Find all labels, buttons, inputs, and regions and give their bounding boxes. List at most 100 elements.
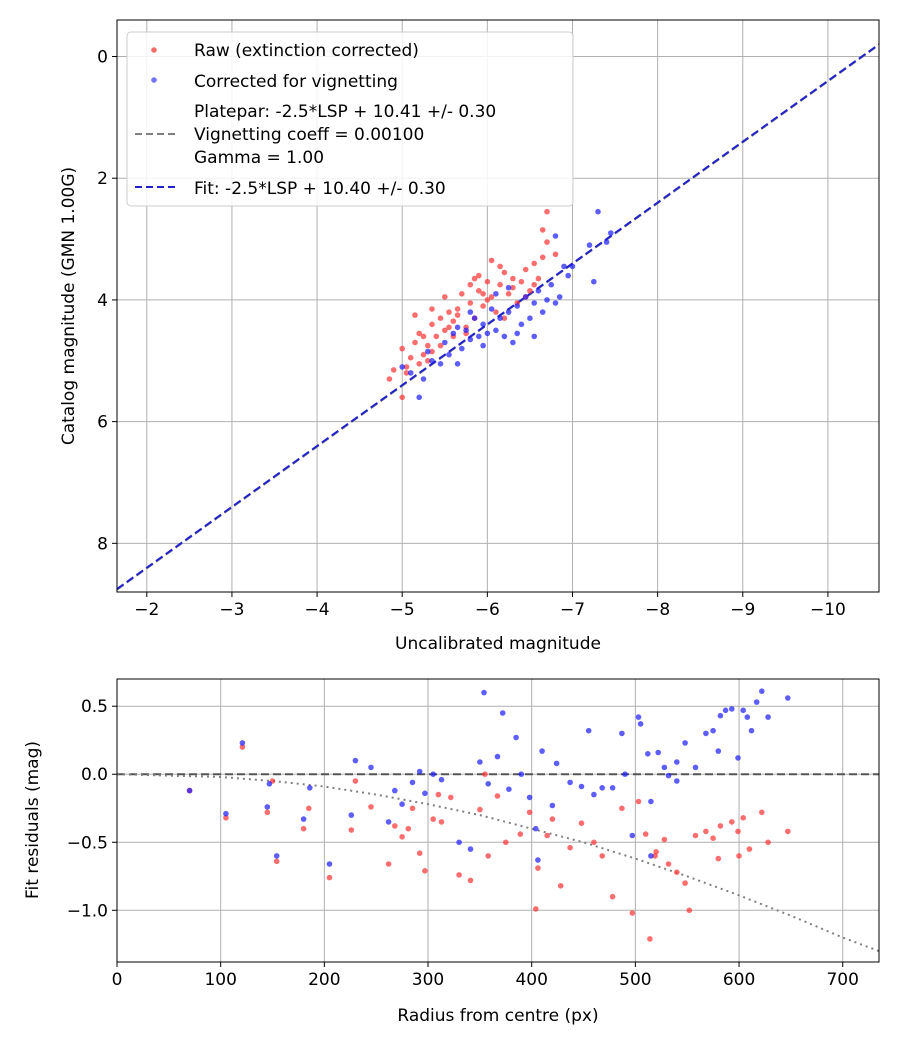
bottom-chart-point-raw bbox=[686, 907, 693, 914]
top-chart-point-corrected-for-vignetting bbox=[476, 333, 482, 340]
top-chart-point-raw-extinction-corrected bbox=[407, 354, 414, 361]
bottom-chart-point-corrected bbox=[273, 853, 280, 859]
legend-raw-marker bbox=[151, 47, 157, 53]
bottom-chart-point-corrected bbox=[385, 819, 392, 825]
legend-platepar-label-1: Platepar: -2.5*LSP + 10.41 +/- 0.30 bbox=[194, 102, 496, 122]
top-chart-point-raw-extinction-corrected bbox=[420, 351, 427, 358]
bottom-chart-point-corrected bbox=[223, 810, 229, 817]
bottom-chart-x-tick-label: 100 bbox=[204, 970, 236, 990]
bottom-chart-point-raw bbox=[717, 823, 724, 829]
bottom-chart-point-raw bbox=[533, 906, 539, 912]
bottom-chart: 0 100 200 300 400 500 600 700 0.5 0.0 −0.5 −1.0 Ra… bbox=[23, 678, 880, 1026]
bottom-chart-point-raw bbox=[385, 861, 392, 867]
bottom-chart-point-corrected bbox=[740, 707, 746, 714]
top-chart-point-corrected-for-vignetting bbox=[454, 361, 461, 367]
bottom-chart-point-corrected bbox=[186, 787, 193, 794]
bottom-chart-point-corrected bbox=[518, 771, 525, 777]
bottom-chart-point-raw bbox=[609, 893, 616, 900]
bottom-chart-point-raw bbox=[239, 744, 246, 750]
top-chart-point-corrected-for-vignetting bbox=[569, 263, 576, 270]
bottom-chart-point-raw bbox=[430, 816, 437, 822]
top-chart-point-corrected-for-vignetting bbox=[425, 348, 431, 355]
bottom-chart-point-corrected bbox=[637, 721, 644, 727]
bottom-chart-point-corrected bbox=[567, 779, 573, 786]
top-chart-point-raw-extinction-corrected bbox=[437, 315, 444, 322]
bottom-chart-point-corrected bbox=[348, 812, 355, 818]
bottom-chart-point-corrected bbox=[722, 707, 729, 714]
top-chart-point-corrected-for-vignetting bbox=[446, 351, 452, 358]
bottom-chart-point-raw bbox=[765, 839, 771, 846]
bottom-chart-point-corrected bbox=[599, 785, 605, 791]
top-chart-point-corrected-for-vignetting bbox=[497, 315, 503, 322]
top-chart-y-ticks: 0 2 4 6 8 bbox=[97, 48, 117, 554]
legend-raw-label: Raw (extinction corrected) bbox=[194, 41, 419, 61]
bottom-chart-point-raw bbox=[599, 853, 605, 859]
bottom-chart-x-tick-label: 400 bbox=[515, 970, 547, 990]
top-chart-point-corrected-for-vignetting bbox=[467, 309, 474, 315]
top-chart-point-raw-extinction-corrected bbox=[429, 306, 435, 312]
bottom-chart-point-raw bbox=[416, 850, 423, 856]
bottom-chart-point-raw bbox=[409, 805, 416, 812]
bottom-chart-point-corrected bbox=[352, 757, 359, 764]
bottom-chart-point-corrected bbox=[692, 764, 699, 771]
top-chart-point-raw-extinction-corrected bbox=[535, 275, 542, 282]
top-chart-y-tick-label: 6 bbox=[97, 413, 108, 433]
top-chart-point-corrected-for-vignetting bbox=[463, 327, 469, 334]
bottom-chart-point-raw bbox=[674, 869, 680, 875]
bottom-chart-point-corrected bbox=[266, 781, 273, 787]
top-chart-point-raw-extinction-corrected bbox=[480, 291, 486, 297]
bottom-chart-point-raw bbox=[435, 791, 442, 798]
bottom-chart-point-raw bbox=[326, 874, 333, 881]
top-chart-point-corrected-for-vignetting bbox=[459, 345, 465, 352]
top-chart-point-raw-extinction-corrected bbox=[442, 294, 448, 300]
top-chart-y-tick-label: 0 bbox=[97, 48, 108, 68]
top-chart-y-tick-label: 4 bbox=[97, 291, 108, 311]
bottom-chart-point-raw bbox=[264, 809, 271, 816]
bottom-chart-point-raw bbox=[729, 819, 735, 825]
top-chart-point-corrected-for-vignetting bbox=[416, 394, 423, 401]
top-chart-x-tick-label: −4 bbox=[305, 600, 330, 620]
bottom-chart-point-corrected bbox=[744, 714, 751, 720]
top-chart-point-raw-extinction-corrected bbox=[480, 303, 486, 309]
bottom-chart-point-raw bbox=[619, 805, 625, 812]
bottom-chart-point-corrected bbox=[578, 783, 585, 790]
top-chart-point-raw-extinction-corrected bbox=[493, 309, 499, 315]
bottom-chart-point-corrected bbox=[264, 804, 271, 810]
top-chart-point-raw-extinction-corrected bbox=[484, 278, 491, 285]
bottom-chart-point-raw bbox=[399, 834, 405, 840]
top-chart-point-raw-extinction-corrected bbox=[450, 318, 457, 325]
bottom-chart-point-raw bbox=[348, 827, 355, 833]
top-chart-point-corrected-for-vignetting bbox=[595, 208, 601, 215]
top-chart-point-raw-extinction-corrected bbox=[390, 367, 397, 373]
bottom-chart-x-tick-label: 200 bbox=[308, 970, 340, 990]
bottom-chart-point-corrected bbox=[499, 710, 506, 716]
bottom-chart-point-raw bbox=[746, 846, 753, 852]
top-chart-x-label: Uncalibrated magnitude bbox=[395, 634, 601, 654]
bottom-chart-x-tick-label: 500 bbox=[619, 970, 651, 990]
bottom-chart-x-ticks: 0 100 200 300 400 500 600 700 bbox=[112, 962, 859, 990]
bottom-chart-point-raw bbox=[544, 832, 550, 839]
top-chart-point-raw-extinction-corrected bbox=[544, 208, 550, 215]
top-chart-point-corrected-for-vignetting bbox=[484, 330, 491, 337]
top-chart-point-raw-extinction-corrected bbox=[501, 315, 508, 322]
top-chart-point-raw-extinction-corrected bbox=[442, 327, 448, 334]
bottom-chart-point-corrected bbox=[456, 839, 462, 846]
bottom-chart-point-raw bbox=[578, 820, 585, 826]
legend-box bbox=[126, 31, 574, 207]
top-chart-point-raw-extinction-corrected bbox=[488, 294, 495, 300]
bottom-chart-point-raw bbox=[710, 835, 716, 841]
bottom-chart-point-corrected bbox=[629, 832, 636, 839]
top-chart-point-raw-extinction-corrected bbox=[425, 342, 431, 349]
bottom-chart-point-corrected bbox=[585, 727, 592, 734]
top-chart-x-tick-label: −9 bbox=[730, 600, 755, 620]
top-chart-point-corrected-for-vignetting bbox=[505, 309, 512, 315]
bottom-chart-point-raw bbox=[485, 853, 492, 859]
bottom-chart-x-tick-label: 700 bbox=[826, 970, 858, 990]
bottom-chart-point-corrected bbox=[481, 689, 487, 696]
top-chart-point-raw-extinction-corrected bbox=[412, 312, 418, 318]
top-chart-point-corrected-for-vignetting bbox=[514, 303, 520, 309]
top-chart-x-tick-label: −8 bbox=[645, 600, 670, 620]
top-chart-point-raw-extinction-corrected bbox=[416, 330, 423, 337]
bottom-chart-point-corrected bbox=[674, 759, 680, 765]
